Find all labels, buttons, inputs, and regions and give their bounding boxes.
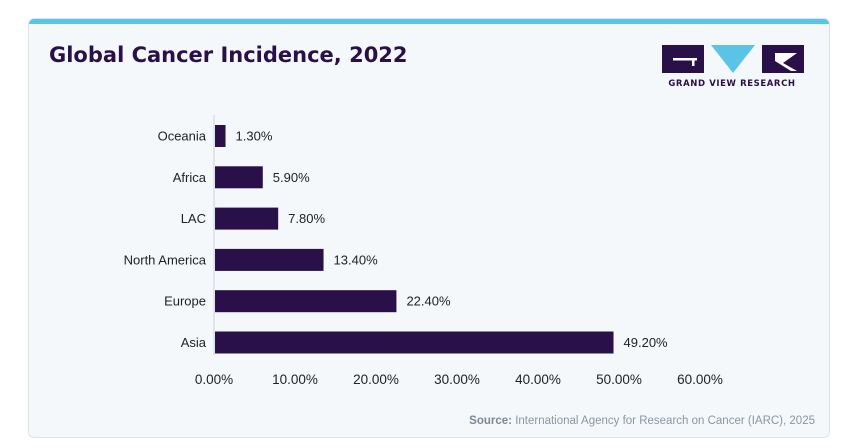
category-label: North America xyxy=(124,252,207,267)
data-label: 49.20% xyxy=(624,335,669,350)
x-tick-label: 40.00% xyxy=(515,372,561,387)
bar-chart: Oceania 1.30% Africa 5.90% LAC 7.80% North Ame… xyxy=(124,115,723,387)
brand-logo-text: GRAND VIEW RESEARCH xyxy=(668,79,796,89)
bar-lac xyxy=(215,207,279,230)
category-label: LAC xyxy=(181,211,206,226)
bar-oceania xyxy=(215,125,226,147)
source-text: International Agency for Research on Can… xyxy=(515,415,815,427)
chart-title: Global Cancer Incidence, 2022 xyxy=(49,43,408,67)
category-label: Asia xyxy=(181,335,207,350)
data-label: 1.30% xyxy=(236,129,273,144)
brand-logo-icon xyxy=(662,45,804,73)
card-accent-bar xyxy=(29,19,829,24)
data-label: 7.80% xyxy=(288,211,325,226)
source-note: Source: International Agency for Researc… xyxy=(469,415,815,427)
x-tick-label: 0.00% xyxy=(195,372,233,387)
x-tick-label: 50.00% xyxy=(596,372,642,387)
bar-asia xyxy=(215,331,614,354)
x-tick-label: 10.00% xyxy=(272,372,318,387)
x-tick-label: 60.00% xyxy=(677,372,723,387)
chart-card: Global Cancer Incidence, 2022 GRAND VIEW… xyxy=(28,18,830,438)
data-label: 13.40% xyxy=(334,252,379,267)
brand-logo: GRAND VIEW RESEARCH xyxy=(657,45,807,93)
bar-europe xyxy=(215,290,397,313)
category-label: Africa xyxy=(173,170,207,185)
category-label: Oceania xyxy=(158,129,207,144)
data-label: 22.40% xyxy=(406,294,451,309)
category-label: Europe xyxy=(164,294,206,309)
bar-north-america xyxy=(215,248,324,271)
x-tick-label: 20.00% xyxy=(353,372,399,387)
bar-africa xyxy=(215,166,263,189)
source-label: Source: xyxy=(469,415,512,427)
data-label: 5.90% xyxy=(273,170,310,185)
x-tick-label: 30.00% xyxy=(434,372,480,387)
